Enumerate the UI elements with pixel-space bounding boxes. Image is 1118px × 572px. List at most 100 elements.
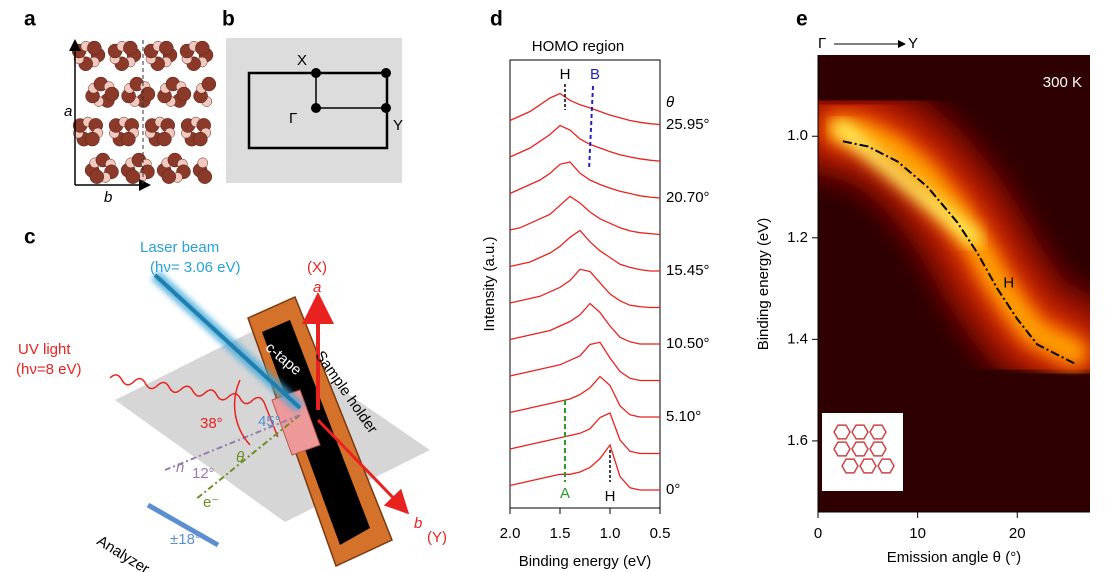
atom bbox=[85, 131, 100, 147]
spectrum bbox=[509, 375, 660, 418]
panel-label: e bbox=[796, 8, 808, 31]
y-axis-label: Binding energy (eV) bbox=[755, 218, 772, 351]
tape bbox=[262, 320, 370, 545]
spectrum bbox=[509, 195, 661, 236]
crystal-image bbox=[71, 40, 217, 185]
atom bbox=[197, 157, 208, 169]
label: (X) bbox=[307, 259, 327, 276]
label: b bbox=[414, 515, 422, 532]
angle-arc bbox=[233, 379, 251, 446]
molecule-ring bbox=[869, 424, 887, 440]
theta-symbol: θ bbox=[666, 94, 674, 111]
annotation: A bbox=[560, 485, 570, 502]
atom bbox=[123, 40, 138, 56]
chart-title: HOMO region bbox=[532, 38, 625, 55]
atom bbox=[157, 131, 172, 147]
theta-label: 15.45° bbox=[666, 262, 710, 279]
point-label: Y bbox=[393, 117, 403, 134]
molecule-ring bbox=[851, 424, 869, 440]
panel-label: b bbox=[222, 8, 235, 31]
label: 38° bbox=[200, 415, 223, 432]
atom bbox=[197, 169, 213, 184]
point bbox=[311, 68, 321, 78]
direction-to: Y bbox=[908, 35, 918, 52]
x-tick-label: 20 bbox=[1009, 525, 1026, 542]
label: UV light bbox=[18, 341, 71, 358]
axis-label: a bbox=[64, 103, 72, 120]
label: a bbox=[313, 279, 321, 296]
annotation-line bbox=[588, 85, 594, 171]
atom bbox=[193, 131, 208, 147]
atom bbox=[140, 86, 156, 102]
atom bbox=[176, 86, 192, 102]
label: (hν=8 eV) bbox=[16, 361, 81, 378]
axis-label: b bbox=[104, 189, 112, 206]
spectrum bbox=[509, 268, 660, 309]
temperature: 300 K bbox=[1043, 74, 1082, 91]
x-tick-label: 10 bbox=[909, 525, 926, 542]
panel-label: d bbox=[490, 8, 503, 31]
dispersion-label: H bbox=[1003, 274, 1014, 291]
spectrum bbox=[509, 229, 660, 272]
x-tick-label: 1.5 bbox=[550, 525, 571, 542]
point-label: Γ bbox=[289, 110, 297, 127]
point bbox=[381, 103, 391, 113]
molecule-ring bbox=[833, 424, 851, 440]
label: ±18° bbox=[170, 531, 201, 548]
y-tick-label: 1.6 bbox=[787, 432, 808, 449]
atom bbox=[161, 169, 177, 184]
label: θ bbox=[236, 449, 244, 466]
theta-label: 25.95° bbox=[666, 116, 710, 133]
label: 45° bbox=[258, 413, 281, 430]
molecule-ring bbox=[869, 441, 887, 457]
atom bbox=[195, 40, 210, 56]
point bbox=[311, 103, 321, 113]
spectrum bbox=[509, 92, 661, 126]
molecule-ring bbox=[877, 458, 895, 474]
uv-light bbox=[109, 374, 279, 438]
x-axis-label: Binding energy (eV) bbox=[519, 553, 652, 570]
x-axis-label: Emission angle θ (°) bbox=[887, 549, 1021, 566]
axis-arrow bbox=[316, 418, 410, 515]
theta-label: 10.50° bbox=[666, 335, 710, 352]
point-label: X bbox=[297, 52, 307, 69]
dispersion-line bbox=[842, 140, 1078, 366]
label: Laser beam bbox=[140, 239, 219, 256]
annotation: H bbox=[560, 66, 571, 83]
y-tick-label: 1.0 bbox=[787, 127, 808, 144]
molecule-ring bbox=[833, 441, 851, 457]
spectrum bbox=[509, 124, 661, 162]
spectrum bbox=[509, 443, 660, 491]
label: (hν= 3.06 eV) bbox=[150, 259, 240, 276]
atom bbox=[89, 169, 105, 184]
annotation: H bbox=[605, 488, 616, 505]
x-tick-label: 0.5 bbox=[650, 525, 671, 542]
molecule-ring bbox=[859, 458, 877, 474]
atom bbox=[201, 76, 217, 92]
theta-label: 0° bbox=[666, 481, 680, 498]
atom bbox=[87, 40, 102, 56]
y-axis-label: Intensity (a.u.) bbox=[481, 236, 498, 331]
spectrum bbox=[509, 341, 660, 382]
plot-frame bbox=[509, 59, 661, 509]
molecule-ring bbox=[851, 441, 869, 457]
label: e⁻ bbox=[203, 494, 219, 511]
laser-beam bbox=[153, 273, 302, 410]
direction-from: Γ bbox=[818, 35, 826, 52]
analyzer bbox=[146, 502, 220, 548]
label: Analyzer bbox=[94, 532, 153, 572]
y-tick-label: 1.4 bbox=[787, 330, 808, 347]
annotation: B bbox=[590, 66, 600, 83]
spectrum bbox=[509, 161, 661, 199]
y-tick-label: 1.2 bbox=[787, 229, 808, 246]
spectrum bbox=[509, 412, 660, 455]
atom bbox=[159, 40, 174, 56]
label: 12° bbox=[192, 465, 215, 482]
emission-line bbox=[194, 414, 301, 501]
molecule-ring bbox=[841, 458, 859, 474]
atom bbox=[104, 86, 120, 102]
point bbox=[381, 68, 391, 78]
atom bbox=[125, 169, 141, 184]
spectrum bbox=[509, 302, 660, 345]
